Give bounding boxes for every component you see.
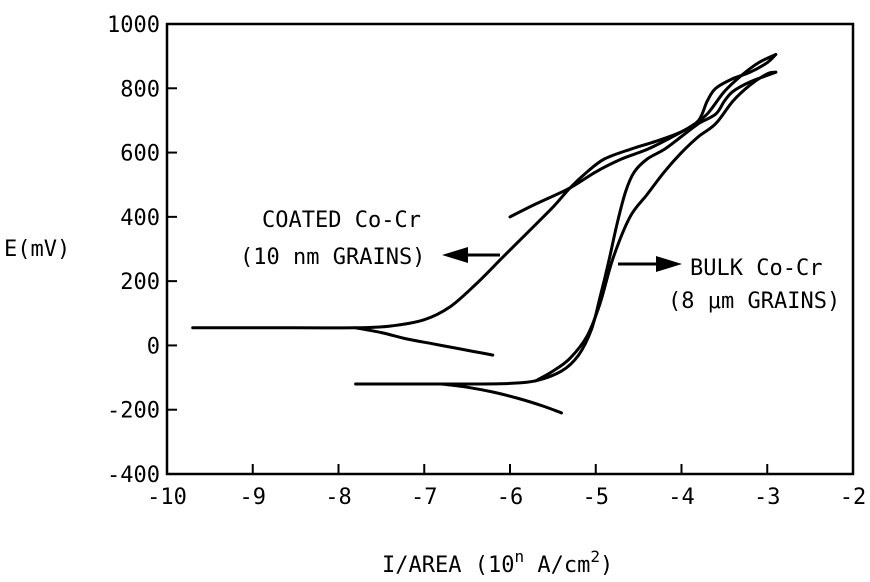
x-axis: -10 -9 -8 -7 -6 -5 -4 -3 -2 bbox=[147, 464, 866, 510]
series-layer bbox=[191, 53, 778, 415]
x-tick-label: -5 bbox=[583, 485, 610, 510]
annotation-bulk-line1: BULK Co-Cr bbox=[690, 256, 822, 281]
y-tick-label: 1000 bbox=[107, 13, 160, 38]
y-tick-label: 800 bbox=[120, 77, 160, 102]
y-tick-label: 0 bbox=[147, 334, 160, 359]
x-axis-label: I/AREA (10n A/cm2) bbox=[382, 547, 613, 578]
annotation-bulk-line2: (8 μm GRAINS) bbox=[668, 289, 840, 314]
x-axis-label-main: I/AREA (10 bbox=[382, 553, 514, 578]
series-line-coated-reverse bbox=[508, 53, 778, 219]
annotation-coated-arrow bbox=[442, 247, 500, 263]
annotation-coated-line2: (10 nm GRAINS) bbox=[240, 245, 425, 270]
series-line-bulk-cathodic bbox=[439, 382, 563, 415]
series-line-bulk-reverse bbox=[534, 70, 778, 383]
series-line-coated-forward bbox=[191, 53, 778, 330]
series-line-bulk-forward bbox=[354, 70, 778, 386]
y-axis: 1000 800 600 400 200 0 -200 -400 bbox=[107, 13, 177, 488]
x-axis-label-unit-exponent: 2 bbox=[590, 547, 600, 566]
y-tick-label: -200 bbox=[107, 399, 160, 424]
x-tick-label: -7 bbox=[411, 485, 438, 510]
x-tick-label: -4 bbox=[668, 485, 695, 510]
annotation-bulk-arrow bbox=[618, 256, 682, 272]
y-tick-label: 600 bbox=[120, 142, 160, 167]
y-tick-label: 200 bbox=[120, 270, 160, 295]
y-axis-label: E(mV) bbox=[4, 237, 70, 262]
x-tick-label: -3 bbox=[754, 485, 781, 510]
series-line-coated-cathodic bbox=[354, 326, 495, 357]
x-tick-label: -10 bbox=[147, 485, 187, 510]
x-axis-label-close: ) bbox=[600, 553, 613, 578]
y-tick-label: 400 bbox=[120, 206, 160, 231]
x-tick-label: -9 bbox=[240, 485, 267, 510]
x-tick-label: -2 bbox=[840, 485, 867, 510]
x-axis-label-exponent: n bbox=[514, 547, 524, 566]
x-tick-label: -6 bbox=[497, 485, 524, 510]
y-tick-label: -400 bbox=[107, 463, 160, 488]
annotation-coated-line1: COATED Co-Cr bbox=[262, 208, 421, 233]
x-axis-label-unit: A/cm bbox=[524, 553, 590, 578]
x-tick-label: -8 bbox=[325, 485, 352, 510]
